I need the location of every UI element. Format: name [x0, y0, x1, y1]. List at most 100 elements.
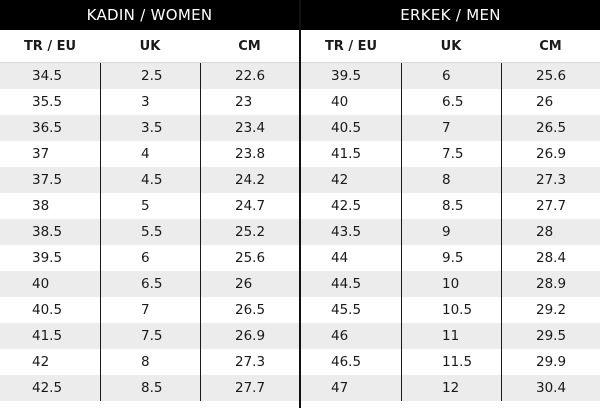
cell-cm: 27.3	[501, 167, 600, 193]
cell-uk: 7.5	[401, 141, 501, 167]
cell-cm: 27.7	[501, 193, 600, 219]
cell-uk: 9	[401, 219, 501, 245]
cell-uk: 4	[100, 141, 200, 167]
cell-cm: 23.8	[200, 141, 299, 167]
cell-eu: 34.5	[32, 68, 63, 84]
table-row: 46.5 11.5 29.9	[301, 349, 600, 375]
cell-cm: 22.6	[200, 63, 299, 89]
table-row: 37 4 23.8	[0, 141, 299, 167]
cell-uk: 6.5	[100, 271, 200, 297]
cell-uk: 7.5	[100, 323, 200, 349]
cell-uk: 9.5	[401, 245, 501, 271]
table-row: 47 12 30.4	[301, 375, 600, 401]
cell-uk: 6.5	[401, 89, 501, 115]
cell-cm: 28.4	[501, 245, 600, 271]
cell-uk: 4.5	[100, 167, 200, 193]
cell-uk: 11	[401, 323, 501, 349]
table-row: 44.5 10 28.9	[301, 271, 600, 297]
cell-cm: 26.9	[501, 141, 600, 167]
cell-cm: 26.9	[200, 323, 299, 349]
cell-uk: 3	[100, 89, 200, 115]
men-rows: 39.5 6 25.6 40 6.5 26 40.5 7 26.5 41.5 7.5 26.9 …	[301, 63, 600, 401]
women-rows: 34.5 2.5 22.6 35.5 3 23 36.5 3.5 23.4 37 4 23.8 …	[0, 63, 299, 401]
men-header-uk: UK	[440, 38, 462, 54]
cell-cm: 23	[200, 89, 299, 115]
cell-uk: 2.5	[100, 63, 200, 89]
cell-uk: 8.5	[100, 375, 200, 401]
cell-eu: 36.5	[32, 120, 63, 136]
table-row: 35.5 3 23	[0, 89, 299, 115]
cell-eu: 38.5	[32, 224, 63, 240]
cell-uk: 5	[100, 193, 200, 219]
cell-cm: 24.7	[200, 193, 299, 219]
cell-uk: 10.5	[401, 297, 501, 323]
cell-eu: 47	[331, 380, 349, 396]
women-header-eu: TR / EU	[23, 38, 77, 54]
cell-uk: 6	[100, 245, 200, 271]
cell-uk: 8.5	[401, 193, 501, 219]
cell-eu: 42	[331, 172, 349, 188]
table-row: 41.5 7.5 26.9	[301, 141, 600, 167]
cell-cm: 26.5	[501, 115, 600, 141]
cell-cm: 26	[501, 89, 600, 115]
table-row: 40 6.5 26	[0, 271, 299, 297]
women-column-headers: TR / EU UK CM	[0, 30, 299, 63]
cell-uk: 7	[401, 115, 501, 141]
cell-cm: 24.2	[200, 167, 299, 193]
cell-eu: 44	[331, 250, 349, 266]
cell-uk: 7	[100, 297, 200, 323]
cell-cm: 30.4	[501, 375, 600, 401]
cell-eu: 40	[331, 94, 349, 110]
table-row: 45.5 10.5 29.2	[301, 297, 600, 323]
cell-cm: 29.9	[501, 349, 600, 375]
cell-cm: 23.4	[200, 115, 299, 141]
cell-eu: 42.5	[331, 198, 362, 214]
cell-uk: 11.5	[401, 349, 501, 375]
cell-uk: 8	[401, 167, 501, 193]
cell-cm: 25.6	[501, 63, 600, 89]
cell-cm: 27.7	[200, 375, 299, 401]
men-size-table: ERKEK / MEN TR / EU UK CM 39.5 6 25.6 40 6.…	[301, 0, 600, 408]
cell-eu: 41.5	[331, 146, 362, 162]
table-row: 40 6.5 26	[301, 89, 600, 115]
women-header-cm: CM	[238, 38, 261, 54]
table-row: 36.5 3.5 23.4	[0, 115, 299, 141]
cell-eu: 41.5	[32, 328, 63, 344]
cell-eu: 40	[32, 276, 50, 292]
table-row: 42.5 8.5 27.7	[301, 193, 600, 219]
cell-eu: 40.5	[32, 302, 63, 318]
cell-cm: 29.5	[501, 323, 600, 349]
cell-eu: 44.5	[331, 276, 362, 292]
table-row: 40.5 7 26.5	[0, 297, 299, 323]
cell-eu: 42.5	[32, 380, 63, 396]
cell-cm: 26	[200, 271, 299, 297]
cell-eu: 38	[32, 198, 50, 214]
cell-eu: 43.5	[331, 224, 362, 240]
cell-cm: 27.3	[200, 349, 299, 375]
cell-cm: 25.2	[200, 219, 299, 245]
cell-eu: 35.5	[32, 94, 63, 110]
cell-eu: 46	[331, 328, 349, 344]
table-row: 37.5 4.5 24.2	[0, 167, 299, 193]
table-row: 38.5 5.5 25.2	[0, 219, 299, 245]
table-row: 42 8 27.3	[301, 167, 600, 193]
table-row: 34.5 2.5 22.6	[0, 63, 299, 89]
women-size-table: KADIN / WOMEN TR / EU UK CM 34.5 2.5 22.6 …	[0, 0, 299, 408]
men-header-eu: TR / EU	[324, 38, 378, 54]
table-divider	[299, 0, 301, 408]
cell-cm: 25.6	[200, 245, 299, 271]
table-row: 38 5 24.7	[0, 193, 299, 219]
cell-eu: 37.5	[32, 172, 63, 188]
men-column-headers: TR / EU UK CM	[301, 30, 600, 63]
cell-eu: 37	[32, 146, 50, 162]
men-header-cm: CM	[539, 38, 562, 54]
table-row: 42.5 8.5 27.7	[0, 375, 299, 401]
cell-eu: 39.5	[32, 250, 63, 266]
women-table-title: KADIN / WOMEN	[0, 0, 299, 30]
table-row: 41.5 7.5 26.9	[0, 323, 299, 349]
cell-eu: 42	[32, 354, 50, 370]
cell-uk: 12	[401, 375, 501, 401]
cell-eu: 46.5	[331, 354, 362, 370]
table-row: 46 11 29.5	[301, 323, 600, 349]
